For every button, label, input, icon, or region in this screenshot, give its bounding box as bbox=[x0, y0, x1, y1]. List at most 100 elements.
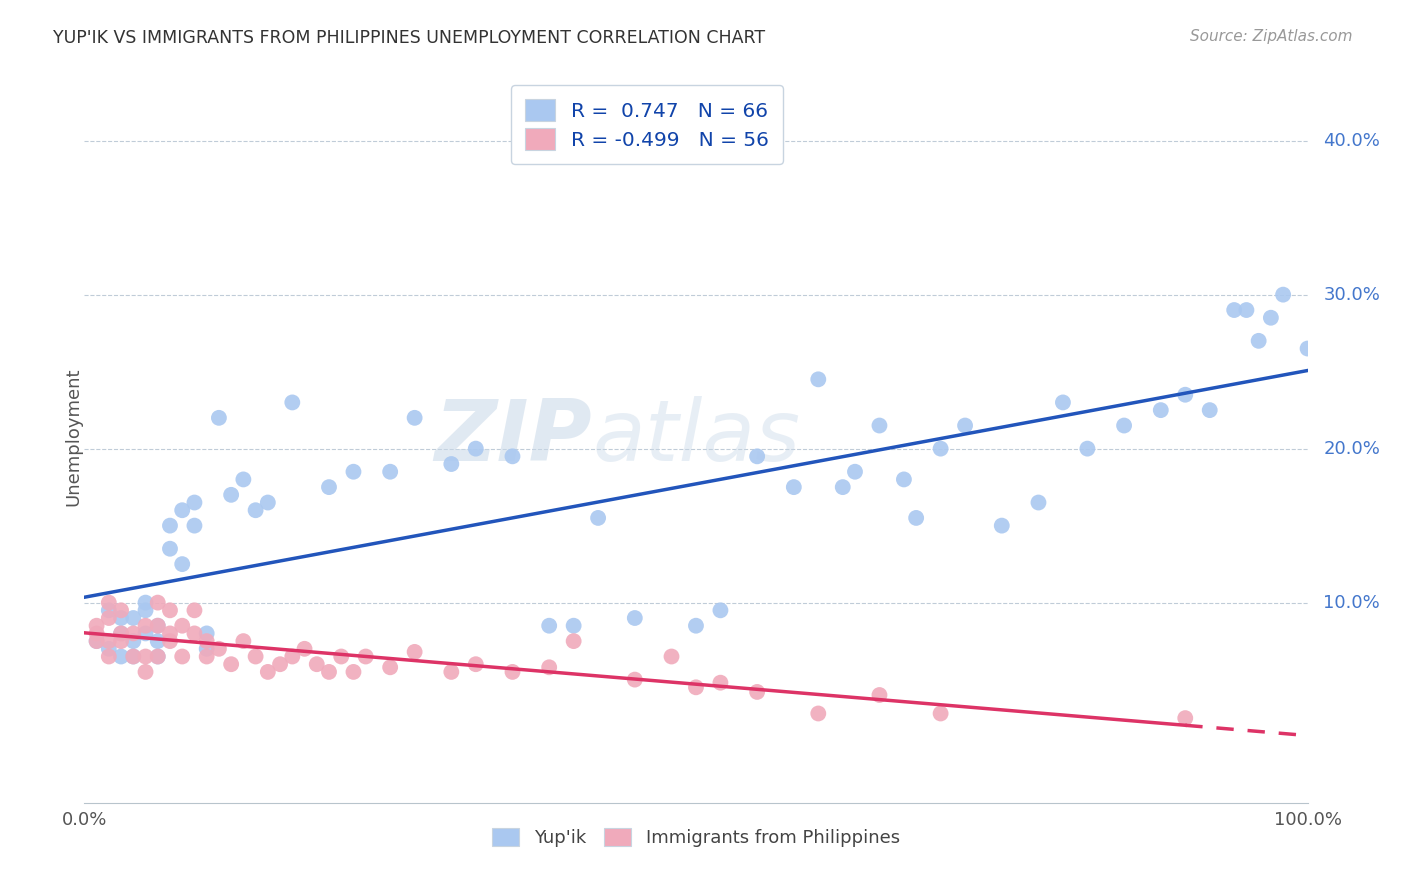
Text: 20.0%: 20.0% bbox=[1323, 440, 1381, 458]
Point bbox=[538, 660, 561, 674]
Point bbox=[1223, 303, 1246, 318]
Point bbox=[440, 665, 463, 679]
Point bbox=[122, 634, 145, 648]
Point bbox=[538, 618, 561, 632]
Text: ZIP: ZIP bbox=[434, 395, 592, 479]
Point bbox=[97, 611, 120, 625]
Point bbox=[586, 511, 609, 525]
Text: YUP'IK VS IMMIGRANTS FROM PHILIPPINES UNEMPLOYMENT CORRELATION CHART: YUP'IK VS IMMIGRANTS FROM PHILIPPINES UN… bbox=[53, 29, 765, 46]
Text: 30.0%: 30.0% bbox=[1323, 285, 1381, 303]
Point bbox=[502, 665, 524, 679]
Point bbox=[195, 649, 218, 664]
Point bbox=[97, 603, 120, 617]
Point bbox=[342, 665, 364, 679]
Point bbox=[269, 657, 291, 672]
Point bbox=[86, 626, 108, 640]
Point bbox=[257, 665, 280, 679]
Point bbox=[86, 634, 108, 648]
Point bbox=[318, 665, 340, 679]
Point bbox=[135, 665, 157, 679]
Point bbox=[305, 657, 328, 672]
Point bbox=[172, 649, 194, 664]
Point bbox=[709, 603, 731, 617]
Point bbox=[172, 503, 194, 517]
Point bbox=[440, 457, 463, 471]
Point bbox=[135, 618, 157, 632]
Point bbox=[110, 649, 132, 664]
Point bbox=[661, 649, 683, 664]
Point bbox=[929, 442, 952, 456]
Point bbox=[1272, 287, 1295, 301]
Point bbox=[135, 649, 157, 664]
Point bbox=[831, 480, 853, 494]
Point bbox=[146, 649, 169, 664]
Point bbox=[195, 634, 218, 648]
Point bbox=[245, 649, 267, 664]
Point bbox=[1028, 495, 1050, 509]
Point bbox=[146, 618, 169, 632]
Point bbox=[208, 410, 231, 425]
Point bbox=[685, 618, 707, 632]
Point bbox=[122, 649, 145, 664]
Point bbox=[1114, 418, 1136, 433]
Point bbox=[281, 395, 304, 409]
Point bbox=[685, 681, 707, 695]
Point bbox=[135, 626, 157, 640]
Point bbox=[110, 611, 132, 625]
Point bbox=[562, 634, 585, 648]
Point bbox=[294, 641, 316, 656]
Point bbox=[97, 596, 120, 610]
Point bbox=[86, 618, 108, 632]
Point bbox=[122, 626, 145, 640]
Point bbox=[464, 657, 486, 672]
Point bbox=[208, 641, 231, 656]
Point bbox=[183, 626, 205, 640]
Point bbox=[404, 645, 426, 659]
Point bbox=[86, 634, 108, 648]
Point bbox=[747, 685, 769, 699]
Point bbox=[404, 410, 426, 425]
Point bbox=[380, 660, 402, 674]
Point bbox=[844, 465, 866, 479]
Point bbox=[135, 603, 157, 617]
Point bbox=[135, 596, 157, 610]
Point bbox=[747, 450, 769, 464]
Point bbox=[502, 450, 524, 464]
Point bbox=[195, 626, 218, 640]
Point bbox=[380, 465, 402, 479]
Text: atlas: atlas bbox=[592, 395, 800, 479]
Point bbox=[624, 673, 647, 687]
Point bbox=[1052, 395, 1074, 409]
Point bbox=[159, 634, 181, 648]
Point bbox=[97, 641, 120, 656]
Point bbox=[122, 611, 145, 625]
Point bbox=[354, 649, 377, 664]
Point bbox=[1236, 303, 1258, 318]
Point bbox=[183, 495, 205, 509]
Point bbox=[172, 618, 194, 632]
Point bbox=[110, 634, 132, 648]
Point bbox=[159, 518, 181, 533]
Point bbox=[1174, 388, 1197, 402]
Point bbox=[172, 557, 194, 571]
Point bbox=[232, 634, 254, 648]
Point bbox=[183, 518, 205, 533]
Point bbox=[1247, 334, 1270, 348]
Point bbox=[110, 603, 132, 617]
Point bbox=[464, 442, 486, 456]
Point bbox=[219, 488, 242, 502]
Point bbox=[97, 649, 120, 664]
Point bbox=[232, 472, 254, 486]
Y-axis label: Unemployment: Unemployment bbox=[65, 368, 82, 507]
Text: Source: ZipAtlas.com: Source: ZipAtlas.com bbox=[1189, 29, 1353, 44]
Point bbox=[783, 480, 806, 494]
Point bbox=[219, 657, 242, 672]
Point bbox=[1174, 711, 1197, 725]
Point bbox=[97, 634, 120, 648]
Point bbox=[709, 675, 731, 690]
Point bbox=[146, 649, 169, 664]
Point bbox=[110, 626, 132, 640]
Point bbox=[1198, 403, 1220, 417]
Point bbox=[122, 649, 145, 664]
Point bbox=[159, 603, 181, 617]
